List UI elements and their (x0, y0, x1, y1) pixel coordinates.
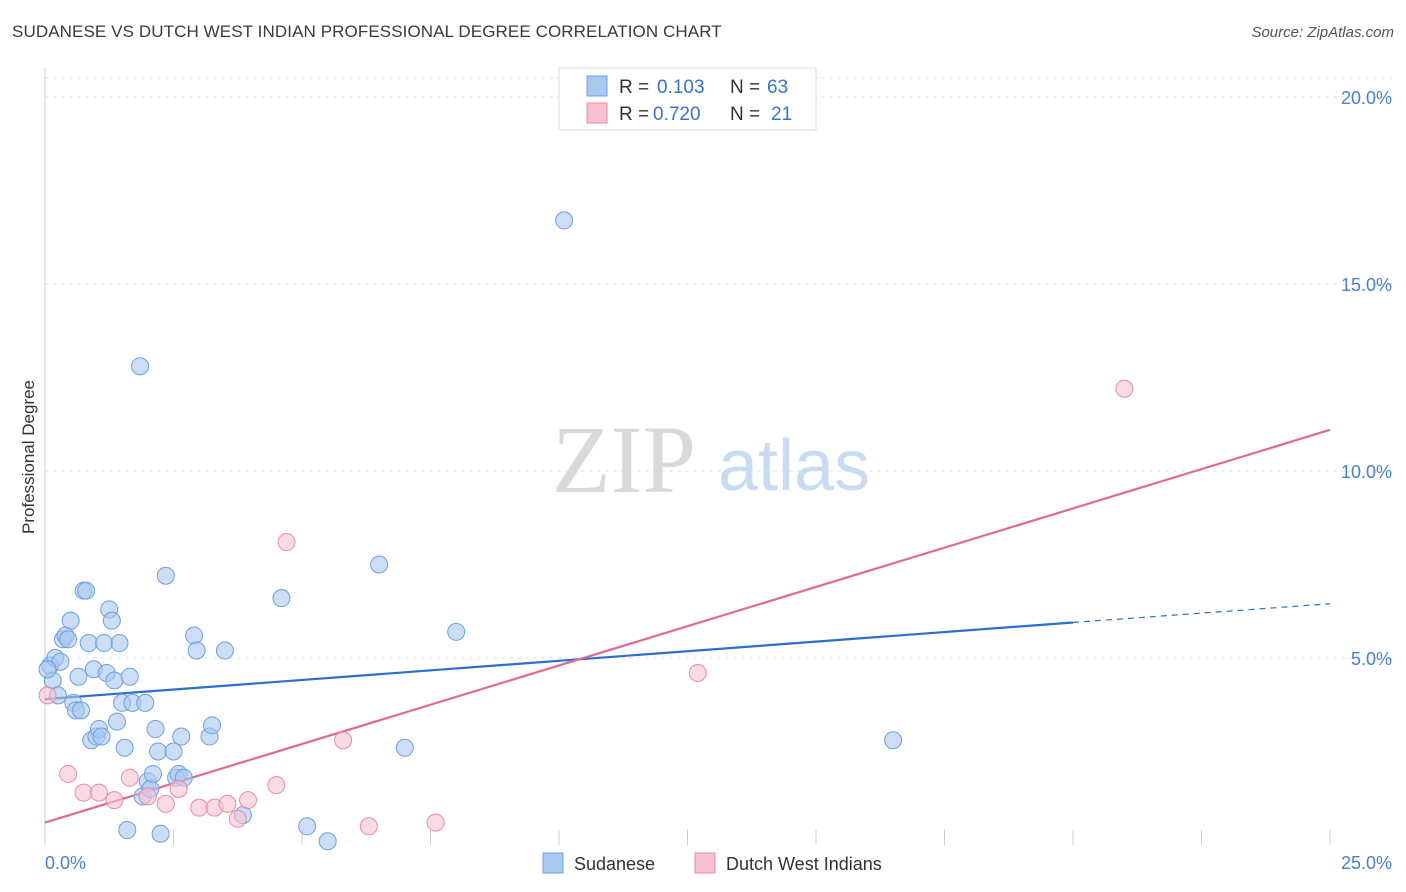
y-axis-label: Professional Degree (19, 380, 38, 534)
sudanese-point (185, 626, 204, 645)
sudanese-point (115, 738, 134, 757)
legend-r-value-1: 0.103 (657, 77, 705, 98)
sudanese-point (59, 630, 78, 649)
sudanese-point (151, 824, 170, 843)
legend-n-value-1: 63 (767, 77, 788, 98)
chart-source: Source: ZipAtlas.com (1251, 24, 1394, 41)
dutch-west-indians-point (89, 783, 108, 802)
watermark-zip: ZIP (552, 406, 696, 513)
watermark-atlas: atlas (718, 426, 870, 506)
x-tick-label: 0.0% (45, 853, 86, 873)
dutch-west-indians-point (218, 794, 237, 813)
bottom-legend: Sudanese Dutch West Indians (542, 852, 882, 874)
sudanese-point (92, 727, 111, 746)
legend-r-label-1: R = (619, 77, 649, 98)
dutch-west-indians-point (38, 686, 57, 705)
sudanese-point (143, 764, 162, 783)
sudanese-point (107, 712, 126, 731)
y-tick-label: 15.0% (1341, 275, 1392, 295)
sudanese-point (164, 742, 183, 761)
dutch-west-indians-point (138, 787, 157, 806)
sudanese-point (215, 641, 234, 660)
sudanese-point (146, 720, 165, 739)
sudanese-point (156, 566, 175, 585)
x-tick-label: 25.0% (1341, 853, 1392, 873)
legend-swatch-sudanese (586, 75, 608, 97)
legend-n-label-2: N = (730, 104, 760, 125)
dutch-west-indians-trend-line (44, 428, 1331, 824)
dutch-west-indians-point (359, 817, 378, 836)
sudanese-point (370, 555, 389, 574)
sudanese-point (172, 727, 191, 746)
bottom-legend-label-dutch-west-indians: Dutch West Indians (726, 854, 882, 874)
sudanese-point (395, 738, 414, 757)
dutch-west-indians-point (277, 533, 296, 552)
sudanese-point (555, 211, 574, 230)
dutch-west-indians-point (1115, 379, 1134, 398)
dutch-west-indians-point (156, 794, 175, 813)
sudanese-trend-extension (1072, 603, 1331, 624)
sudanese-point (95, 634, 114, 653)
sudanese-point (102, 611, 121, 630)
dutch-west-indians-point (334, 731, 353, 750)
sudanese-point (149, 742, 168, 761)
legend-r-value-2: 0.720 (653, 104, 701, 125)
sudanese-point (69, 667, 88, 686)
dutch-west-indians-point (267, 776, 286, 795)
dutch-west-indians-point (120, 768, 139, 787)
y-tick-label: 10.0% (1341, 462, 1392, 482)
sudanese-point (318, 832, 337, 851)
legend-swatch-dutch-west-indians (586, 102, 608, 124)
y-tick-label: 20.0% (1341, 88, 1392, 108)
sudanese-point (71, 701, 90, 720)
dutch-west-indians-point (190, 798, 209, 817)
sudanese-point (187, 641, 206, 660)
sudanese-point (105, 671, 124, 690)
bottom-legend-swatch-dutch-west-indians (694, 852, 716, 874)
sudanese-point (298, 817, 317, 836)
sudanese-point (61, 611, 80, 630)
dutch-west-indians-point (688, 663, 707, 682)
dutch-west-indians-point (228, 809, 247, 828)
chart-title: SUDANESE VS DUTCH WEST INDIAN PROFESSION… (12, 22, 722, 41)
axis-layer: 5.0% 10.0% 15.0% 20.0% 0.0% 25.0% (44, 68, 1392, 873)
dutch-west-indians-point (74, 783, 93, 802)
sudanese-point (110, 634, 129, 653)
sudanese-trend-line (44, 621, 1074, 701)
sudanese-point (131, 357, 150, 376)
sudanese-point (272, 589, 291, 608)
sudanese-point (447, 622, 466, 641)
grid-layer (45, 77, 1392, 659)
top-legend: R = 0.103 N = 63 R = 0.720 N = 21 (558, 67, 817, 131)
trend-layer (44, 428, 1331, 824)
sudanese-point (77, 581, 96, 600)
sudanese-point (79, 634, 98, 653)
sudanese-point (120, 667, 139, 686)
sudanese-point (884, 731, 903, 750)
dutch-west-indians-point (59, 764, 78, 783)
y-tick-label: 5.0% (1351, 649, 1392, 669)
legend-n-label-1: N = (730, 77, 760, 98)
dutch-west-indians-point (239, 791, 258, 810)
legend-r-label-2: R = (619, 104, 649, 125)
bottom-legend-swatch-sudanese (542, 852, 564, 874)
dutch-west-indians-point (426, 813, 445, 832)
sudanese-point (38, 660, 57, 679)
bottom-legend-label-sudanese: Sudanese (574, 854, 655, 874)
points-layer (38, 211, 1134, 851)
sudanese-point (203, 716, 222, 735)
watermark: ZIP atlas (552, 406, 870, 513)
dutch-west-indians-point (105, 791, 124, 810)
dutch-west-indians-point (169, 779, 188, 798)
sudanese-point (118, 821, 137, 840)
sudanese-point (136, 693, 155, 712)
legend-n-value-2: 21 (771, 104, 792, 125)
